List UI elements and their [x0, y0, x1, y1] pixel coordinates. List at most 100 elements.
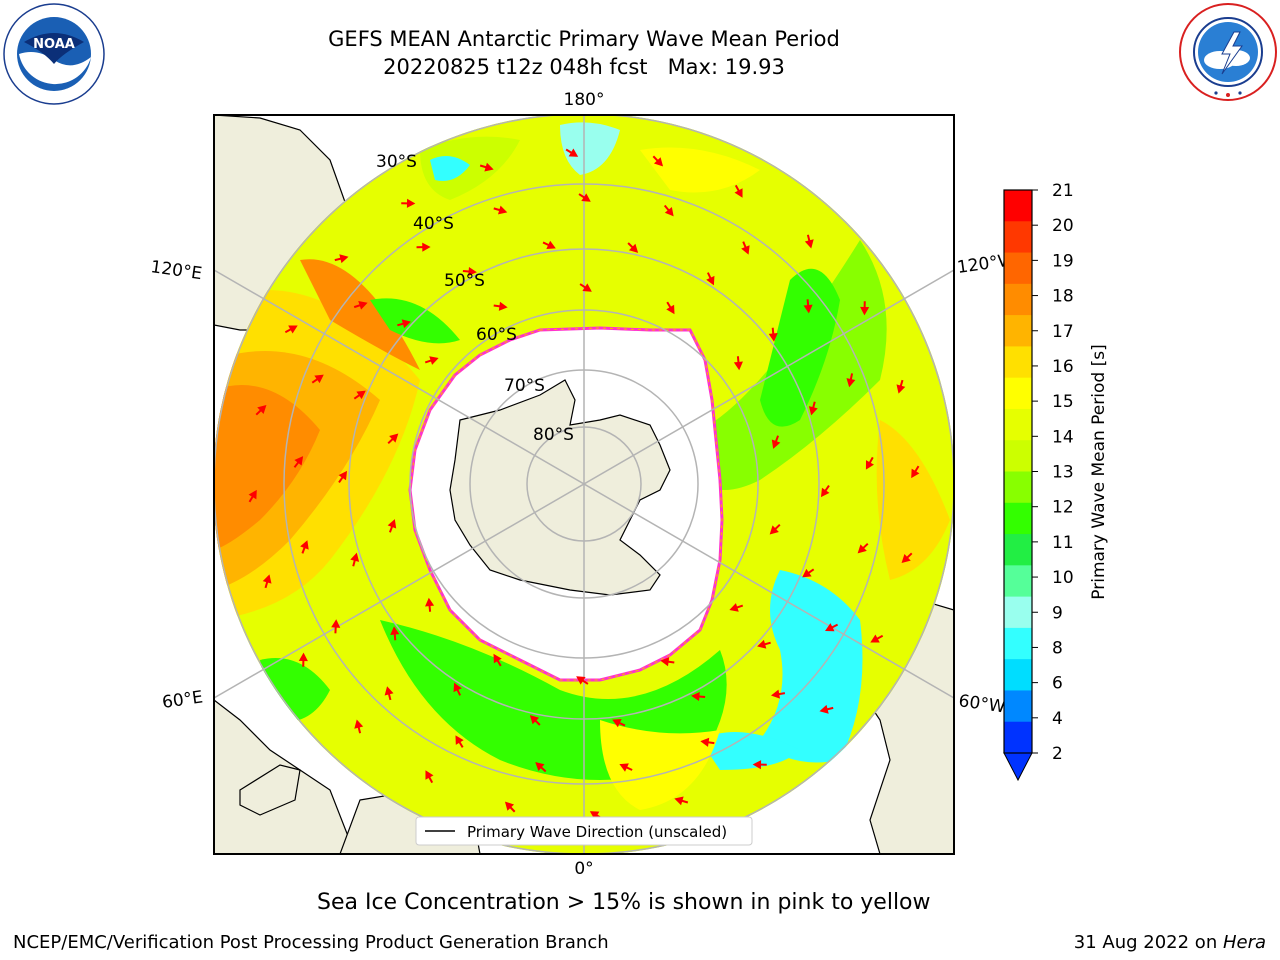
wave-arrow-head: [401, 319, 411, 329]
wave-arrow-head: [808, 406, 818, 416]
wave-period-field: [214, 115, 954, 854]
colorbar-tick-label: 17: [1052, 322, 1074, 342]
wave-arrow-head: [820, 487, 830, 498]
wave-arrow-head: [288, 325, 298, 334]
wave-arrow-head: [660, 657, 670, 667]
wave-arrow-head: [664, 206, 674, 217]
sea-ice-note: Sea Ice Concentration > 15% is shown in …: [317, 890, 931, 915]
colorbar-label: Primary Wave Mean Period [s]: [1089, 344, 1109, 599]
wave-arrow-head: [468, 266, 477, 277]
wave-arrow-head: [691, 691, 700, 702]
chart-subtitle: 20220825 t12z 048h fcst Max: 19.93: [383, 55, 785, 79]
colorbar-tick-label: 10: [1052, 568, 1074, 588]
colorbar-block: [1004, 346, 1032, 379]
wave-arrow-head: [350, 552, 360, 562]
colorbar-block: [1004, 315, 1032, 347]
wave-arrow-head: [757, 639, 767, 649]
wave-arrow-head: [338, 470, 348, 481]
chart-title: GEFS MEAN Antarctic Primary Wave Mean Pe…: [328, 27, 840, 51]
colorbar-block: [1004, 596, 1032, 629]
wave-arrow-head: [568, 148, 579, 157]
colorbar-tick-label: 9: [1052, 603, 1063, 623]
wave-arrow-head: [865, 460, 874, 470]
colorbar-block: [1004, 377, 1032, 410]
run-date-text: 31 Aug 2022 on: [1073, 932, 1223, 953]
colorbar-block: [1004, 190, 1032, 222]
colorbar-tick-label: 12: [1052, 498, 1074, 518]
wave-arrow-head: [356, 390, 366, 400]
colorbar-tick-label: 4: [1052, 709, 1063, 729]
wave-arrow-head: [429, 356, 439, 365]
wave-arrow-head: [298, 652, 308, 662]
wave-arrow-head: [389, 433, 399, 443]
lon-label-60e: 60°E: [161, 687, 204, 712]
wave-arrow-head: [846, 378, 856, 388]
colorbar: 21 20 19 18 17 16 15 14 13 12 11 10 9 8 6 4 2 Primary Wa…: [1003, 181, 1109, 782]
colorbar-tick-label: 11: [1052, 533, 1074, 553]
wave-arrow-head: [504, 801, 515, 811]
colorbar-tick-label: 16: [1052, 357, 1074, 377]
colorbar-block: [1004, 471, 1032, 504]
wave-arrow-head: [425, 770, 434, 780]
wave-arrow-head: [804, 239, 814, 249]
wave-arrow-head: [422, 242, 431, 252]
wave-arrow-head: [857, 544, 867, 554]
lat-label-70s: 70°S: [504, 376, 545, 396]
map-frame: [213, 114, 955, 855]
colorbar-tick-label: 18: [1052, 287, 1074, 307]
lat-label-50s: 50°S: [444, 271, 485, 291]
colorbar-tick-label: 21: [1052, 181, 1074, 201]
wave-arrow-head: [734, 188, 743, 198]
wave-arrow-head: [576, 676, 586, 685]
wave-arrow-head: [666, 304, 675, 315]
lat-label-30s: 30°S: [376, 152, 417, 172]
lat-label-60s: 60°S: [476, 325, 517, 345]
wave-arrow-head: [896, 384, 906, 394]
wave-arrow-head: [589, 811, 600, 820]
wave-arrow-head: [870, 634, 880, 643]
colorbar-block: [1004, 690, 1032, 723]
wave-arrow-head: [700, 737, 710, 747]
wave-arrow-head: [612, 719, 622, 728]
nws-logo: [1179, 3, 1277, 101]
lon-label-60w: 60°W: [957, 691, 1006, 717]
colorbar-ticks: 21 20 19 18 17 16 15 14 13 12 11 10 9 8 6 4 2: [1032, 181, 1074, 764]
wave-arrow-head: [582, 283, 592, 292]
wave-arrow-head: [314, 374, 324, 384]
wave-arrow-head: [741, 245, 750, 255]
colorbar-extend-arrow: [1003, 752, 1033, 782]
wave-arrow-head: [294, 456, 304, 466]
wave-arrow-head: [390, 626, 400, 635]
colorbar-tick-label: 14: [1052, 427, 1074, 447]
wave-arrow-head: [733, 361, 743, 371]
wave-arrow-head: [769, 525, 779, 535]
machine-name: Hera: [1222, 932, 1266, 953]
wave-arrow-head: [493, 653, 502, 664]
colorbar-block: [1004, 502, 1032, 535]
colorbar-tick-label: 8: [1052, 638, 1063, 658]
wave-arrow-head: [300, 540, 309, 550]
wave-arrow-head: [498, 301, 508, 311]
wave-arrow-head: [257, 404, 267, 415]
colorbar-block: [1004, 252, 1032, 285]
wave-arrow-head: [248, 489, 257, 500]
wave-arrow-head: [752, 760, 762, 770]
colorbar-blocks: [1004, 190, 1032, 754]
wave-arrow-head: [387, 519, 397, 529]
wave-arrow-head: [653, 157, 664, 167]
wave-arrow-head: [825, 623, 835, 632]
wave-arrow-head: [628, 243, 639, 253]
wave-arrow-head: [484, 162, 494, 172]
wave-arrow-head: [529, 715, 540, 725]
wave-arrow-head: [771, 439, 781, 449]
colorbar-block: [1004, 627, 1032, 660]
wave-arrow-head: [729, 603, 739, 612]
colorbar-block: [1004, 659, 1032, 691]
lon-label-180: 180°: [564, 90, 605, 110]
colorbar-tick-label: 20: [1052, 216, 1074, 236]
wave-arrow-head: [619, 763, 629, 772]
run-date: 31 Aug 2022 on Hera: [1074, 932, 1266, 953]
colorbar-block: [1004, 534, 1032, 566]
colorbar-block: [1004, 221, 1032, 254]
wave-arrow-head: [770, 689, 780, 699]
